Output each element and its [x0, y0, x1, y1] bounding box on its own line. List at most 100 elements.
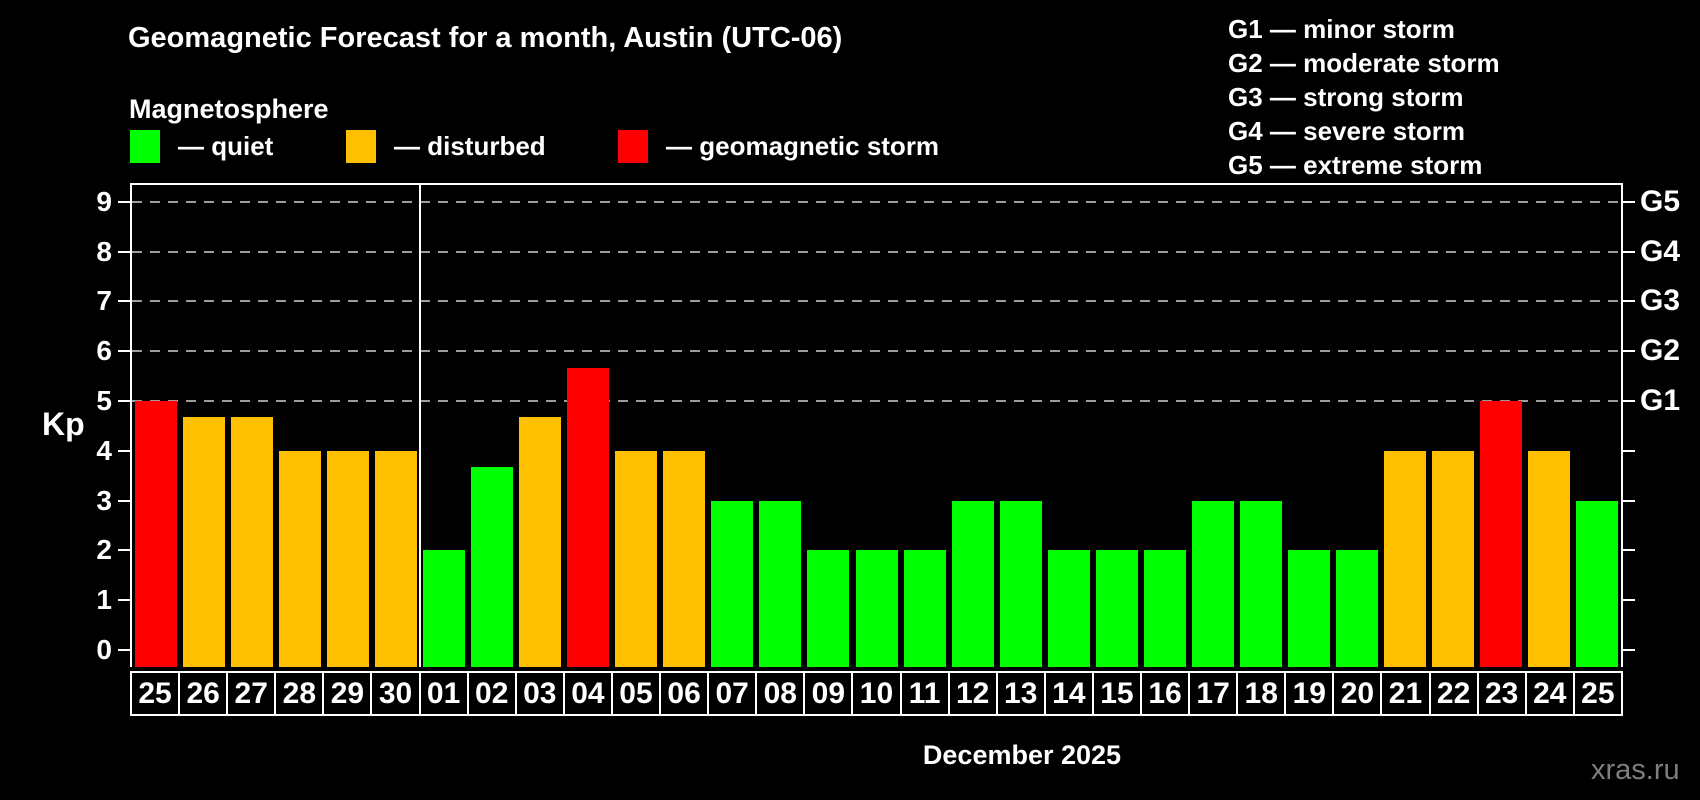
y-tick-label-6: 6 [96, 335, 112, 367]
right-tick-kp9 [1623, 200, 1635, 203]
day-label: 20 [1332, 671, 1383, 716]
kp-bar-day-28 [279, 450, 322, 667]
day-label: 14 [1043, 671, 1094, 716]
y-tick-label-9: 9 [96, 185, 112, 217]
day-label: 19 [1284, 671, 1335, 716]
day-label: 17 [1188, 671, 1239, 716]
g-scale-legend: G1 — minor storm G2 — moderate storm G3 … [1228, 12, 1500, 182]
day-label: 13 [995, 671, 1046, 716]
day-label: 16 [1139, 671, 1191, 716]
month-separator-line [419, 185, 422, 667]
day-label: 23 [1476, 671, 1527, 716]
day-label: 30 [370, 671, 421, 716]
g-level-label-g1: G1 [1640, 384, 1681, 417]
kp-bar-day-29 [327, 450, 370, 667]
left-tick-kp5 [118, 400, 130, 402]
day-label: 18 [1236, 671, 1287, 716]
kp-bar-day-17 [1191, 500, 1234, 667]
kp-bar-day-12 [951, 500, 994, 667]
y-tick-label-2: 2 [96, 534, 112, 566]
kp-bar-day-21 [1383, 450, 1426, 667]
y-tick-label-8: 8 [96, 235, 112, 267]
day-label: 24 [1524, 671, 1575, 716]
g-legend-line-g5: G5 — extreme storm [1228, 150, 1483, 180]
left-tick-kp7 [118, 300, 130, 303]
kp-bar-day-01 [423, 550, 466, 667]
kp-bar-day-26 [183, 417, 226, 667]
kp-bar-day-24 [1527, 450, 1570, 667]
kp-bar-day-15 [1095, 550, 1138, 667]
g-legend-line-g3: G3 — strong storm [1228, 82, 1464, 112]
legend-label-storm: — geomagnetic storm [666, 131, 940, 161]
day-label: 01 [418, 671, 469, 716]
kp-bar-day-11 [903, 550, 946, 667]
legend-label-disturbed: — disturbed [394, 131, 546, 161]
y-tick-label-1: 1 [96, 584, 112, 616]
kp-bar-day-09 [807, 550, 850, 667]
right-tick-kp5 [1623, 400, 1635, 402]
g-level-label-g5: G5 [1640, 184, 1681, 218]
day-label: 02 [466, 671, 517, 716]
kp-bar-day-03 [519, 417, 562, 667]
y-tick-label-4: 4 [96, 434, 112, 466]
month-label: December 2025 [922, 740, 1122, 770]
kp-bar-day-13 [999, 500, 1042, 667]
kp-bar-day-30 [375, 450, 418, 667]
left-tick-kp4 [118, 449, 130, 452]
g-level-label-g2: G2 [1640, 334, 1681, 368]
day-label: 25 [130, 671, 181, 716]
kp-bar-day-16 [1143, 550, 1186, 667]
g-legend-line-g2: G2 — moderate storm [1228, 48, 1500, 78]
kp-bar-day-04 [567, 367, 610, 667]
day-label: 26 [178, 671, 229, 716]
left-tick-kp9 [118, 200, 130, 203]
legend-label-quiet: — quiet [178, 131, 274, 161]
y-tick-label-7: 7 [96, 285, 112, 317]
kp-bar-day-06 [663, 450, 706, 667]
day-label: 28 [274, 671, 325, 716]
day-label: 04 [562, 671, 613, 716]
day-label: 22 [1428, 671, 1479, 716]
right-tick-kp0 [1623, 649, 1635, 651]
kp-bar-day-19 [1287, 550, 1330, 667]
day-label: 27 [226, 671, 277, 716]
kp-bar-day-05 [615, 450, 658, 667]
day-label: 12 [947, 671, 998, 716]
right-tick-kp3 [1623, 499, 1635, 502]
quiet-color-swatch [130, 130, 160, 163]
chart-subtitle: Magnetosphere [129, 94, 329, 124]
y-tick-label-5: 5 [96, 385, 112, 416]
watermark: xras.ru [1591, 754, 1680, 786]
day-label: 25 [1572, 671, 1623, 716]
day-label: 07 [707, 671, 758, 716]
right-tick-kp1 [1623, 599, 1635, 602]
left-tick-kp0 [118, 649, 130, 651]
kp-bar-day-25 [135, 401, 178, 667]
kp-bar-day-10 [855, 550, 898, 667]
kp-bar-day-14 [1047, 550, 1090, 667]
right-tick-kp2 [1623, 549, 1635, 552]
left-tick-kp6 [118, 350, 130, 353]
storm-color-swatch [618, 130, 648, 163]
kp-bar-day-22 [1431, 450, 1474, 667]
right-tick-kp7 [1623, 300, 1635, 303]
left-tick-kp2 [118, 549, 130, 552]
gridline-kp7 [132, 300, 1621, 303]
y-tick-label-3: 3 [96, 484, 112, 516]
day-label: 06 [659, 671, 710, 716]
day-label: 08 [755, 671, 806, 716]
legend-item-quiet: — quiet [130, 130, 273, 163]
kp-axis-label: Kp [42, 406, 85, 442]
kp-bar-day-23 [1479, 401, 1522, 667]
plot-area [130, 183, 1623, 667]
g-legend-line-g1: G1 — minor storm [1228, 14, 1455, 44]
legend-item-disturbed: — disturbed [346, 130, 546, 163]
day-label: 11 [899, 671, 950, 716]
right-tick-kp6 [1623, 350, 1635, 353]
left-tick-kp8 [118, 250, 130, 253]
g-legend-line-g4: G4 — severe storm [1228, 116, 1466, 146]
gridline-kp5 [132, 400, 1621, 402]
legend-item-storm: — geomagnetic storm [618, 130, 939, 163]
kp-bar-day-20 [1335, 550, 1378, 667]
